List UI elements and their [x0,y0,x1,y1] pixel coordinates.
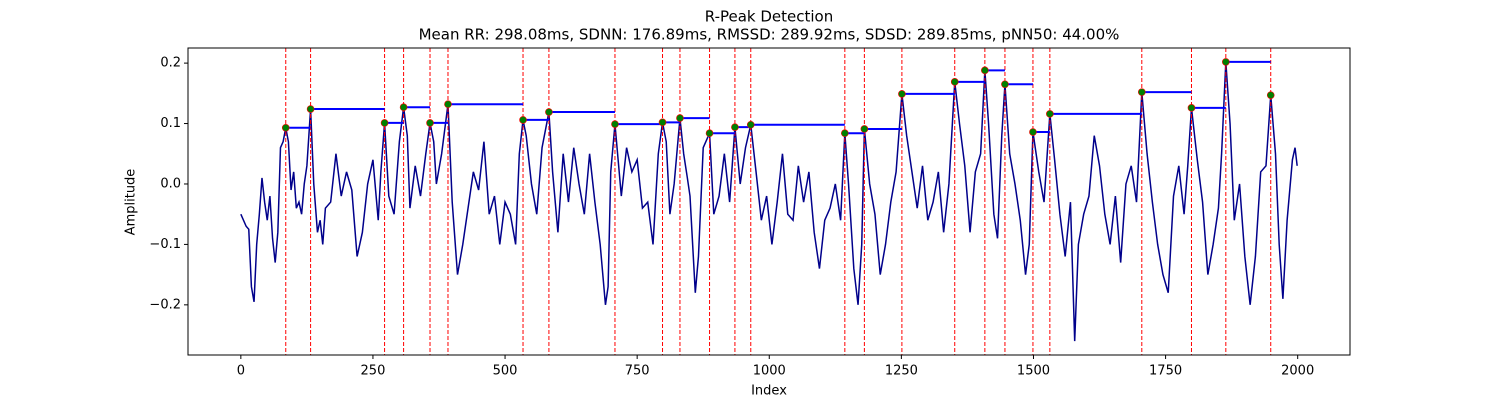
peak-marker [860,125,869,133]
peak-marker [898,90,906,98]
peak-marker [444,100,452,109]
y-axis-label: Amplitude [124,169,139,236]
x-tick-label: 2000 [1281,364,1314,379]
peak-marker [676,114,684,122]
peak-marker [1001,80,1009,89]
peak-marker [981,66,989,75]
peak-marker [306,105,315,113]
peak-marker [1029,128,1037,136]
y-tick-label: −0.1 [149,237,181,252]
x-tick-label: 250 [361,364,386,379]
peak-marker [611,120,619,128]
peak-marker [1187,104,1196,112]
y-tick-label: 0.1 [160,116,181,131]
x-tick-label: 1000 [753,364,786,379]
peak-marker [746,120,755,129]
peak-marker [658,118,667,127]
x-tick-label: 1750 [1149,364,1182,379]
peak-marker [380,119,389,127]
peak-marker [1266,91,1275,99]
chart-subtitle: Mean RR: 298.08ms, SDNN: 176.89ms, RMSSD… [419,26,1120,44]
x-tick-label: 500 [493,364,518,379]
peak-marker [1138,88,1146,96]
x-tick-label: 0 [237,364,245,379]
x-axis-label: Index [751,384,787,399]
peak-marker [399,103,408,112]
peak-marker [426,119,434,127]
peak-marker [281,123,290,132]
peak-marker [705,129,714,138]
plot-frame [187,47,1351,356]
y-tick-label: 0.0 [160,176,181,191]
x-tick-label: 750 [625,364,650,379]
chart-title: R-Peak Detection [705,8,833,26]
peak-marker [545,108,553,116]
y-tick-label: −0.2 [149,297,181,312]
x-tick-label: 1500 [1017,364,1050,379]
y-tick-label: 0.2 [160,56,181,71]
peak-marker [841,129,849,138]
peak-marker [950,78,959,86]
signal-line [240,61,1298,342]
x-tick-label: 1250 [885,364,918,379]
peak-marker [1222,58,1230,66]
peak-marker [519,116,527,124]
peak-marker [1046,110,1054,118]
peak-marker [731,123,739,131]
